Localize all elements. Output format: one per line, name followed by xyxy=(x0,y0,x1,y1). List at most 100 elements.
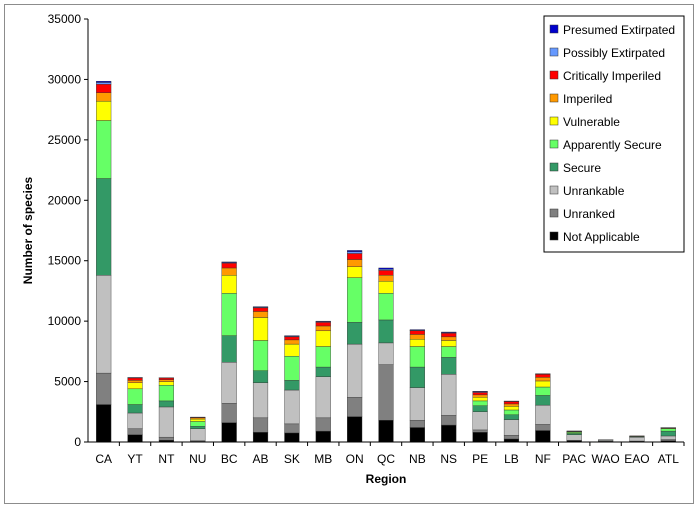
x-tick-label: AB xyxy=(253,452,269,466)
bar-segment xyxy=(441,415,457,426)
bar-segment xyxy=(472,391,488,393)
bar-segment xyxy=(96,275,112,374)
bar-segment xyxy=(378,270,394,276)
bar-segment xyxy=(535,374,551,378)
legend-swatch xyxy=(549,116,559,126)
bar-segment xyxy=(409,387,425,421)
x-tick-label: ON xyxy=(346,452,364,466)
bar-segment xyxy=(315,366,331,377)
bar-segment xyxy=(221,261,237,263)
bar-segment xyxy=(535,404,551,425)
bar-segment xyxy=(378,420,394,443)
x-axis-title: Region xyxy=(366,472,407,486)
legend-label: Critically Imperiled xyxy=(563,69,661,83)
legend-swatch xyxy=(549,47,559,57)
bar-segment xyxy=(378,364,394,421)
bar-segment xyxy=(347,322,363,345)
legend-label: Unranked xyxy=(563,207,615,221)
bar-segment xyxy=(409,334,425,340)
legend-swatch xyxy=(549,185,559,195)
legend-swatch xyxy=(549,139,559,149)
bar-segment xyxy=(378,319,394,344)
bar-segment xyxy=(378,267,394,270)
bar-segment xyxy=(221,262,237,269)
bar-segment xyxy=(472,411,488,431)
bar-segment xyxy=(284,432,300,443)
bar-segment xyxy=(566,434,582,441)
x-tick-label: WAO xyxy=(591,452,619,466)
bar-segment xyxy=(190,426,206,429)
legend-label: Secure xyxy=(563,161,601,175)
legend-box xyxy=(543,15,685,253)
bar-segment xyxy=(284,389,300,425)
bar-segment xyxy=(535,430,551,443)
y-tick-label: 10000 xyxy=(48,314,82,328)
bar-segment xyxy=(315,330,331,347)
bar-segment xyxy=(347,266,363,278)
bar-segment xyxy=(315,376,331,419)
bar-segment xyxy=(503,435,520,440)
legend-swatch xyxy=(549,162,559,172)
bar-segment xyxy=(441,336,457,341)
bar-segment xyxy=(96,82,112,85)
bar-segment xyxy=(221,275,237,294)
bar-segment xyxy=(284,343,300,357)
bar-segment xyxy=(252,311,269,318)
bar-segment xyxy=(252,370,269,383)
x-tick-label: MB xyxy=(314,452,332,466)
y-axis-ticks: 0 5000 10000 15000 20000 25000 30000 35000 xyxy=(48,12,88,449)
bar-segment xyxy=(284,336,300,341)
x-tick-label: BC xyxy=(221,452,238,466)
axes-layer xyxy=(87,19,684,443)
legend-label: Vulnerable xyxy=(563,115,620,129)
bar-segment xyxy=(378,342,394,365)
bar-segment xyxy=(503,419,520,436)
bar-segment xyxy=(409,427,425,443)
bar-segment xyxy=(347,251,363,254)
bar-segment xyxy=(347,250,363,252)
bar-segment xyxy=(409,339,425,347)
bar-segment xyxy=(96,120,112,179)
bar-segment xyxy=(472,432,488,443)
bar-segment xyxy=(284,355,300,381)
x-tick-label: NS xyxy=(440,452,457,466)
bar-segment xyxy=(221,422,237,443)
bar-segment xyxy=(221,267,237,276)
bar-segment xyxy=(378,281,394,294)
y-tick-label: 0 xyxy=(74,435,81,449)
bar-segment xyxy=(472,429,488,433)
x-tick-label: CA xyxy=(95,452,112,466)
y-tick-label: 25000 xyxy=(48,133,82,147)
chart-frame xyxy=(4,4,694,504)
bar-segment xyxy=(535,386,551,396)
bar-segment xyxy=(660,428,676,432)
bar-segment xyxy=(284,335,300,337)
bar-segment xyxy=(221,403,237,423)
bar-segment xyxy=(441,424,457,443)
bar-segment xyxy=(535,377,551,382)
bar-segment xyxy=(535,424,551,431)
bar-segment xyxy=(441,331,457,333)
bar-segment xyxy=(409,330,425,335)
bar-segment xyxy=(252,382,269,419)
bar-segment xyxy=(127,377,143,381)
legend-label: Imperiled xyxy=(563,92,612,106)
bar-segment xyxy=(96,178,112,276)
bar-segment xyxy=(158,379,174,382)
bar-segment xyxy=(96,404,112,443)
x-tick-label: ATL xyxy=(658,452,679,466)
legend-label: Presumed Extirpated xyxy=(563,23,675,37)
bar-segment xyxy=(221,362,237,404)
bar-segment xyxy=(315,325,331,332)
bar-segment xyxy=(472,405,488,412)
bar-segment xyxy=(535,395,551,406)
bar-segment xyxy=(347,397,363,417)
bar-segment xyxy=(190,428,206,441)
x-tick-label: EAO xyxy=(624,452,649,466)
y-tick-label: 20000 xyxy=(48,193,82,207)
bar-segment xyxy=(252,417,269,433)
x-tick-label: NB xyxy=(409,452,426,466)
legend-label: Apparently Secure xyxy=(563,138,662,152)
x-tick-label: PAC xyxy=(562,452,586,466)
bar-segment xyxy=(158,400,174,408)
